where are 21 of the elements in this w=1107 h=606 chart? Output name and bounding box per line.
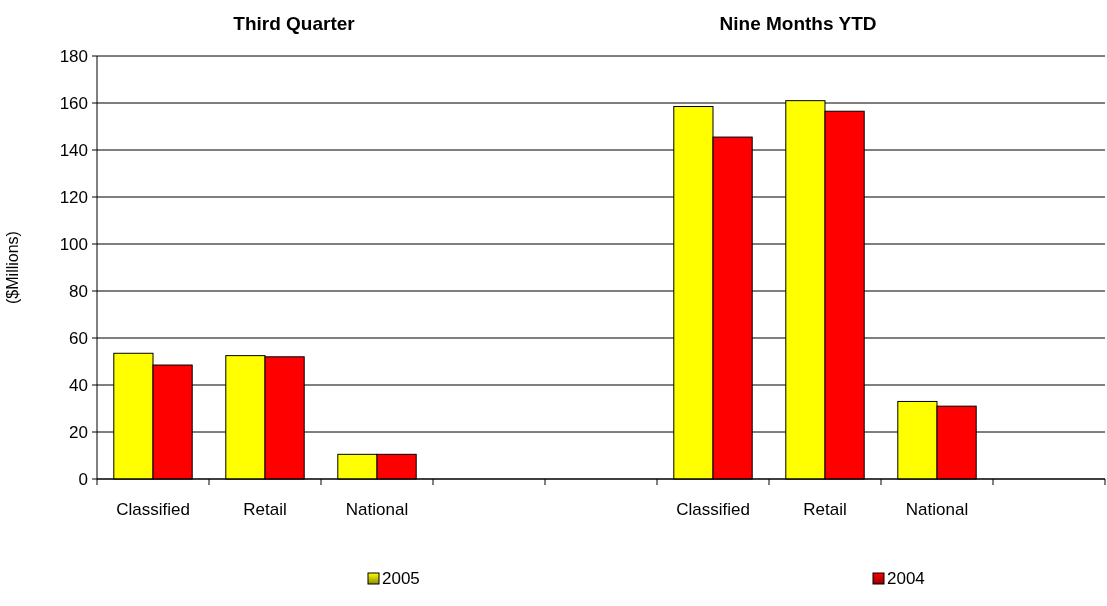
y-tick-label: 180 — [59, 46, 88, 66]
y-axis-title: ($Millions) — [4, 231, 21, 304]
legend-label: 2004 — [887, 569, 925, 588]
x-tick-label: Retail — [243, 500, 287, 519]
x-tick-label: Classified — [116, 500, 190, 519]
y-tick-label: 20 — [69, 422, 88, 442]
x-tick-label: Retail — [803, 500, 847, 519]
y-tick-label: 60 — [69, 328, 88, 348]
y-tick-label: 80 — [69, 281, 88, 301]
y-tick-label: 160 — [59, 93, 88, 113]
x-tick-label: National — [345, 500, 409, 519]
text: Nine Months YTD — [719, 13, 877, 34]
y-tick-label: 100 — [59, 234, 88, 254]
y-tick-label: 140 — [59, 140, 88, 160]
y-tick-label: 0 — [78, 469, 88, 489]
y-tick-label: 40 — [69, 375, 88, 395]
legend-label: 2005 — [382, 569, 420, 588]
y-tick-label: 120 — [59, 187, 88, 207]
text: Third Quarter — [233, 13, 356, 34]
x-tick-label: Classified — [676, 500, 750, 519]
x-tick-label: National — [905, 500, 969, 519]
